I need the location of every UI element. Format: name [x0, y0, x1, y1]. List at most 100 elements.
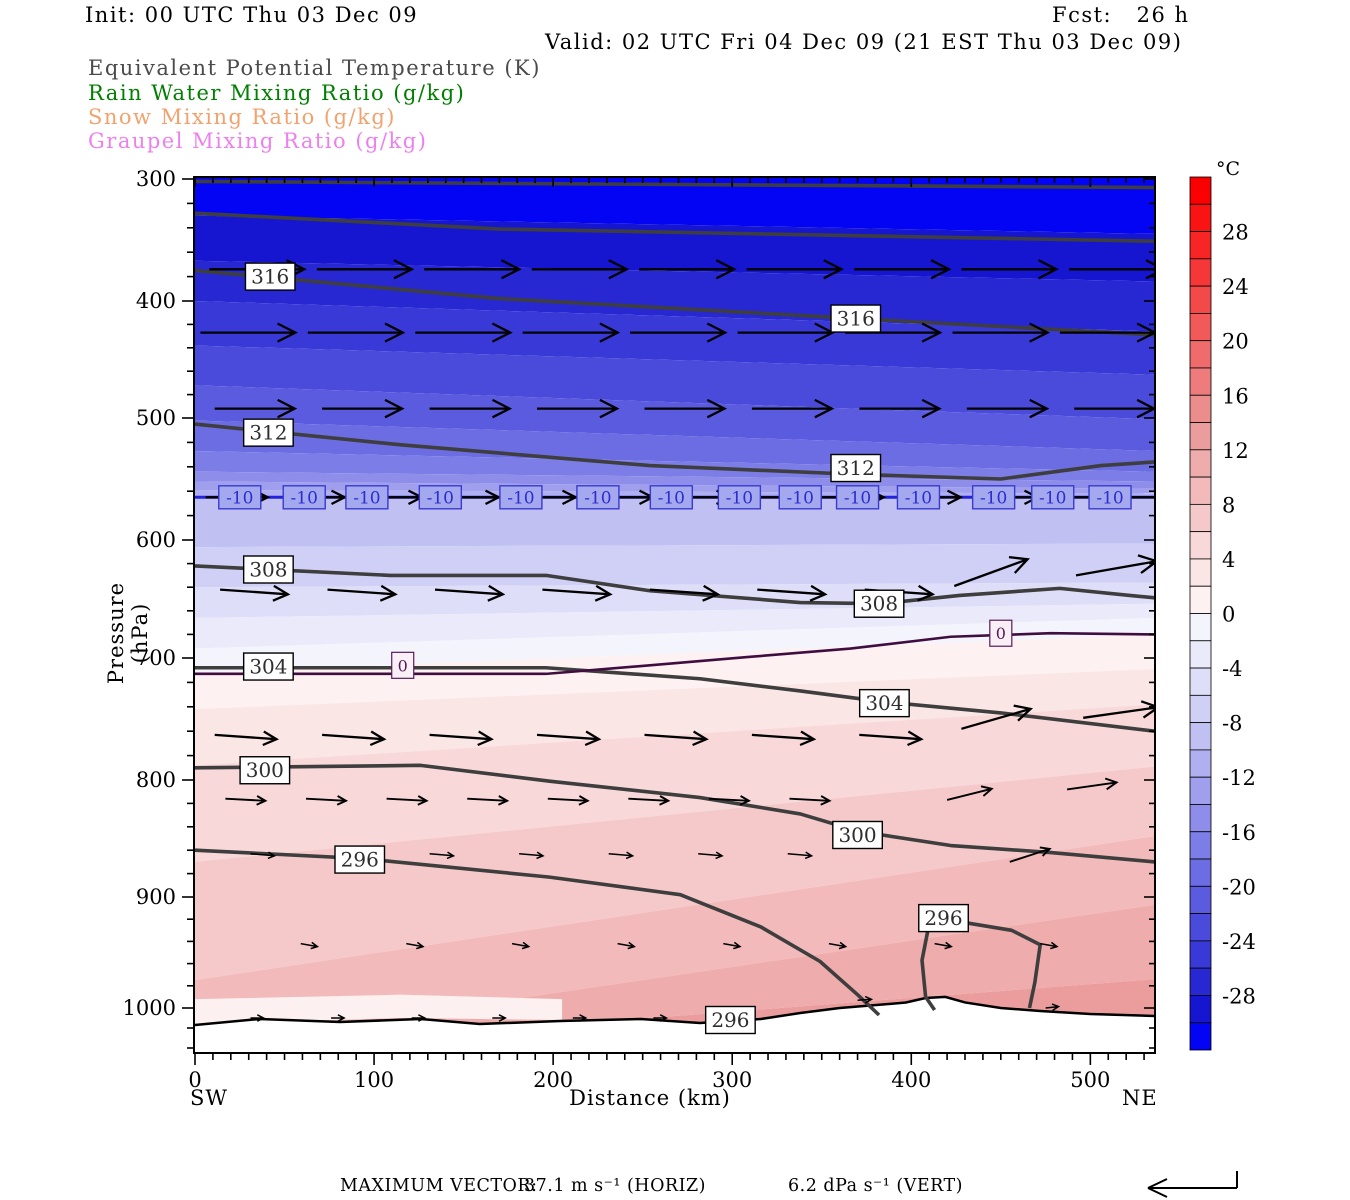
- svg-text:-10: -10: [291, 488, 318, 508]
- wind-arrow: [859, 398, 942, 419]
- svg-text:-8: -8: [1222, 712, 1242, 736]
- wind-arrow: [531, 259, 630, 280]
- svg-text:0: 0: [1222, 603, 1235, 627]
- valid-time: Valid: 02 UTC Fri 04 Dec 09 (21 EST Thu …: [545, 30, 1183, 54]
- wind-arrow: [653, 1014, 669, 1022]
- theta-e-296: [920, 923, 937, 1012]
- wind-arrow: [1068, 259, 1155, 280]
- wind-arrow: [961, 704, 1034, 730]
- wind-arrow: [1083, 700, 1155, 719]
- wind-arrow: [429, 851, 456, 860]
- theta-e-296: [194, 848, 881, 1017]
- wind-arrow: [828, 941, 848, 950]
- colorbar: 28 24 20 16 12 8 4 0 -4 -8 -12 -16 -20 -24 -28: [1189, 176, 1256, 1051]
- wind-arrow: [537, 398, 620, 419]
- svg-text:-28: -28: [1222, 984, 1256, 1008]
- wind-arrow: [859, 730, 924, 747]
- svg-text:300: 300: [246, 758, 284, 782]
- wind-arrow: [300, 941, 320, 950]
- wind-arrow: [953, 555, 1030, 588]
- theta-e-320: [194, 211, 1155, 244]
- contour-labels: 316 316 312 312 308 308 304 304 300 300 296 296 296 0…: [239, 262, 1013, 1035]
- minus10-labels: -10 -10 -10 -10 -10 -10 -10 -10 -10 -10 -10 -10 -10 -…: [218, 485, 1132, 510]
- forecast-hour: Fcst: 26 h: [1052, 3, 1190, 27]
- wind-arrow: [787, 851, 814, 860]
- wind-arrow: [225, 795, 268, 806]
- wind-arrow: [214, 730, 280, 747]
- wind-arrow: [789, 795, 832, 806]
- wind-arrow: [406, 941, 425, 950]
- wind-arrow: [214, 398, 298, 419]
- svg-text:-10: -10: [353, 488, 380, 508]
- theta-e-304: [195, 665, 1155, 733]
- wind-arrow: [698, 851, 724, 860]
- svg-text:500: 500: [1070, 1068, 1110, 1092]
- wind-arrow: [547, 795, 590, 806]
- svg-text:8: 8: [1222, 493, 1235, 517]
- wind-arrow: [434, 584, 506, 602]
- wind-arrow: [608, 851, 635, 860]
- wind-arrow: [946, 785, 994, 801]
- legend-rain: Rain Water Mixing Ratio (g/kg): [88, 81, 466, 105]
- wind-arrow: [757, 584, 828, 602]
- wind-arrow: [639, 259, 737, 280]
- svg-text:296: 296: [924, 906, 962, 930]
- svg-text:900: 900: [136, 885, 176, 909]
- wind-arrow: [1129, 496, 1155, 499]
- wind-arrow: [411, 1014, 427, 1022]
- svg-text:500: 500: [136, 406, 176, 430]
- wind-arrow: [1066, 777, 1119, 791]
- wind-arrow: [854, 259, 952, 280]
- wind-arrow: [746, 259, 845, 280]
- svg-text:-10: -10: [427, 488, 454, 508]
- svg-text:600: 600: [136, 528, 176, 552]
- wind-arrow: [386, 795, 429, 806]
- svg-text:-10: -10: [787, 488, 814, 508]
- wind-arrow: [316, 259, 415, 280]
- wind-arrow: [644, 398, 728, 419]
- wind-arrow: [1075, 554, 1155, 577]
- wind-arrow: [322, 730, 387, 747]
- svg-text:20: 20: [1222, 330, 1249, 354]
- wind-arrow: [467, 795, 510, 806]
- plot-border: [193, 176, 1156, 1054]
- wind-arrow: [708, 795, 751, 806]
- legend-theta-e: Equivalent Potential Temperature (K): [88, 56, 541, 80]
- x-axis-title: Distance (km): [569, 1086, 731, 1110]
- svg-text:300: 300: [712, 1068, 752, 1092]
- wind-arrow: [961, 259, 1059, 280]
- wind-arrow: [1009, 846, 1052, 863]
- wind-arrow: [522, 322, 621, 343]
- wind-arrow: [250, 851, 277, 860]
- wind-arrow: [751, 398, 835, 419]
- axis-ticks: [182, 177, 1155, 1065]
- wind-arrow: [327, 584, 398, 602]
- svg-text:800: 800: [136, 768, 176, 792]
- wind-arrow: [572, 1014, 588, 1022]
- svg-text:300: 300: [838, 823, 876, 847]
- svg-text:296: 296: [711, 1008, 749, 1032]
- wind-arrow: [511, 941, 531, 950]
- freezing-line: [195, 631, 1155, 676]
- svg-text:300: 300: [136, 167, 176, 191]
- wind-arrow: [542, 584, 613, 602]
- svg-text:1000: 1000: [123, 996, 176, 1020]
- svg-text:308: 308: [249, 558, 287, 582]
- svg-text:400: 400: [891, 1068, 931, 1092]
- max-vector-vert: 6.2 dPa s⁻¹ (VERT): [788, 1176, 963, 1196]
- svg-text:296: 296: [341, 848, 379, 872]
- max-vector-label: MAXIMUM VECTOR:: [340, 1176, 538, 1196]
- svg-text:304: 304: [865, 691, 903, 715]
- svg-text:316: 316: [251, 265, 289, 289]
- axis-tick-labels: 0 100 200 300 400 500 300 400 500 600 700 800 900 100…: [123, 167, 1111, 1092]
- wind-arrow: [966, 398, 1050, 419]
- wind-arrow: [1045, 1003, 1061, 1012]
- svg-text:-10: -10: [226, 488, 253, 508]
- svg-text:0: 0: [398, 656, 408, 675]
- wind-arrow: [519, 851, 545, 860]
- wind-arrow: [857, 995, 874, 1004]
- x-axis-end-ne: NE: [1122, 1086, 1158, 1110]
- svg-text:200: 200: [533, 1068, 573, 1092]
- svg-text:-10: -10: [507, 488, 534, 508]
